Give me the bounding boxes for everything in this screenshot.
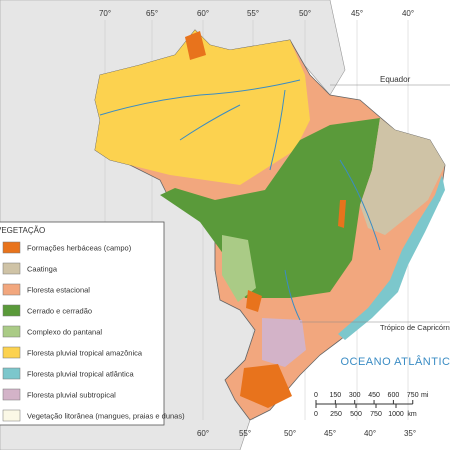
longitude-label: 70° — [99, 9, 111, 18]
legend-swatch — [2, 388, 21, 401]
subtropical-forest — [262, 318, 306, 367]
longitude-label: 55° — [247, 9, 259, 18]
scale-label: 750 — [407, 392, 419, 399]
longitude-label: 45° — [351, 9, 363, 18]
legend-label: Floresta pluvial subtropical — [27, 391, 116, 400]
legend-label: Complexo do pantanal — [27, 328, 102, 337]
longitude-label: 65° — [146, 9, 158, 18]
scale-unit: mi — [421, 392, 429, 399]
scale-label: 500 — [350, 411, 362, 418]
cerrado — [160, 118, 380, 298]
longitude-label: 50° — [299, 9, 311, 18]
longitude-label: 55° — [239, 429, 251, 438]
longitude-label: 35° — [404, 429, 416, 438]
scale-label: 0 — [314, 392, 318, 399]
legend-label: Caatinga — [27, 265, 58, 274]
legend-label: Floresta pluvial tropical atlântica — [27, 370, 135, 379]
caatinga — [360, 118, 445, 235]
legend-label: Floresta estacional — [27, 286, 90, 295]
legend-swatch — [2, 262, 21, 275]
scale-label: 300 — [349, 392, 361, 399]
longitude-label: 40° — [402, 9, 414, 18]
longitude-label: 60° — [197, 9, 209, 18]
legend-swatch — [2, 241, 21, 254]
ocean-label: OCEANO ATLÂNTICO — [340, 355, 450, 368]
legend-swatch — [2, 367, 21, 380]
legend-label: Cerrado e cerradão — [27, 307, 92, 316]
amazon-forest — [95, 30, 310, 185]
legend-title: VEGETAÇÃO — [0, 226, 45, 235]
rivers — [99, 79, 381, 321]
legend-swatch — [2, 409, 21, 422]
legend-label: Vegetação litorânea (mangues, praias e d… — [27, 412, 185, 421]
longitude-label: 40° — [364, 429, 376, 438]
legend-items: Formações herbáceas (campo) Caatinga Flore… — [2, 241, 185, 422]
legend-swatch — [2, 346, 21, 359]
longitude-label: 50° — [284, 429, 296, 438]
longitude-label: 60° — [197, 429, 209, 438]
tropic-label: Trópico de Capricórnio — [380, 323, 450, 332]
legend-swatch — [2, 283, 21, 296]
longitude-label: 45° — [324, 429, 336, 438]
scale-label: 0 — [314, 411, 318, 418]
grassland — [185, 31, 346, 408]
legend-box — [0, 221, 165, 426]
scale-label: 450 — [368, 392, 380, 399]
legend-label: Floresta pluvial tropical amazônica — [27, 349, 143, 358]
legend-swatch — [2, 304, 21, 317]
scale-bar: 0 150 300 450 600 750 mi0 250 500 750 1000 km — [314, 392, 429, 418]
pantanal — [222, 235, 256, 302]
scale-label: 150 — [330, 392, 342, 399]
longitudes-bottom: 60° 55° 50° 45° 40° 35° — [197, 429, 416, 438]
scale-label: 600 — [388, 392, 400, 399]
legend-label: Formações herbáceas (campo) — [27, 244, 132, 253]
equator-label: Equador — [380, 75, 411, 84]
scale-label: 1000 — [388, 411, 404, 418]
scale-label: 250 — [330, 411, 342, 418]
scale-unit: km — [407, 411, 417, 418]
scale-label: 750 — [370, 411, 382, 418]
longitudes-top: 70° 65° 60° 55° 50° 45° 40° — [99, 9, 414, 18]
legend-swatch — [2, 325, 21, 338]
